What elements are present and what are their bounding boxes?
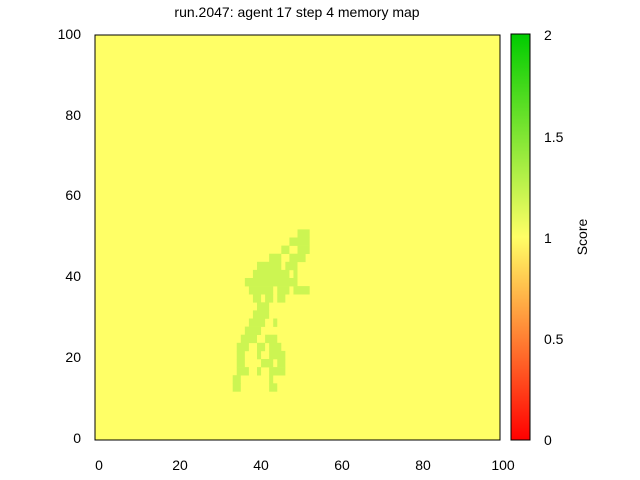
heatmap-cell	[265, 334, 278, 344]
x-axis: 0 20 40 60 80 100	[95, 457, 515, 473]
heatmap-cell	[269, 253, 282, 263]
heatmap-cell	[232, 375, 241, 384]
y-tick-label: 0	[73, 430, 81, 446]
heatmap-cell	[269, 367, 286, 376]
heatmap-cell	[252, 294, 262, 303]
heatmap-cell	[277, 294, 286, 303]
heatmap-cell	[257, 350, 262, 360]
heatmap-cell	[285, 261, 298, 271]
heatmap-cell	[252, 269, 290, 279]
heatmap-cell	[293, 269, 298, 279]
x-tick-label: 40	[253, 457, 269, 473]
colorbar-tick-label: 2	[544, 27, 552, 43]
heatmap-cell	[240, 334, 257, 344]
heatmap-cell	[281, 245, 290, 254]
heatmap-cell	[244, 326, 262, 335]
heatmap-cell	[269, 350, 286, 360]
heatmap-cell	[257, 367, 262, 376]
heatmap-cell	[277, 359, 286, 368]
colorbar-tick-label: 1	[544, 230, 552, 246]
x-tick-label: 60	[334, 457, 350, 473]
y-tick-label: 100	[58, 26, 82, 42]
colorbar-label: Score	[574, 219, 590, 256]
chart-title: run.2047: agent 17 step 4 memory map	[174, 4, 419, 20]
y-tick-label: 20	[65, 349, 81, 365]
heatmap-plot-area	[94, 34, 501, 441]
heatmap-cell	[297, 245, 310, 254]
colorbar-tick-label: 1.5	[544, 129, 564, 145]
y-tick-label: 40	[65, 268, 81, 284]
y-tick-label: 80	[65, 107, 81, 123]
plot-frame	[94, 34, 501, 441]
heatmap-cell	[236, 367, 249, 376]
x-tick-label: 100	[491, 457, 515, 473]
x-tick-label: 80	[415, 457, 431, 473]
heatmap-cell	[277, 286, 290, 295]
heatmap-cell	[232, 383, 241, 392]
x-tick-label: 20	[172, 457, 188, 473]
heatmap-cell	[289, 237, 310, 246]
heatmap-cell	[257, 342, 266, 352]
heatmap-cell	[293, 286, 310, 295]
colorbar-gradient	[510, 33, 531, 441]
heatmap-cell	[265, 294, 274, 303]
heatmap-cell	[269, 383, 278, 392]
heatmap-cell	[289, 253, 306, 263]
heatmap-cell	[273, 318, 278, 327]
y-tick-label: 60	[65, 187, 81, 203]
heatmap-cell	[236, 350, 245, 360]
heatmap-cell	[257, 261, 282, 271]
x-tick-label: 0	[95, 457, 103, 473]
heatmap-cell	[269, 375, 274, 384]
heatmap-cell	[236, 342, 249, 352]
heatmap-cell	[248, 318, 266, 327]
heatmap-cell	[236, 359, 245, 368]
heatmap-cell	[269, 342, 282, 352]
heatmap-cell	[297, 229, 310, 238]
colorbar-tick-label: 0.5	[544, 331, 564, 347]
heatmap-cell	[244, 278, 298, 287]
colorbar: 0 0.5 1 1.5 2 Score	[510, 27, 590, 448]
y-axis: 0 20 40 60 80 100	[58, 26, 82, 446]
heatmap-cell	[248, 286, 274, 295]
heatmap-cell	[261, 359, 274, 368]
heatmap-cell-layer	[232, 229, 310, 392]
heatmap-cell	[257, 302, 270, 311]
colorbar-tick-label: 0	[544, 432, 552, 448]
heatmap-cell	[252, 310, 270, 319]
